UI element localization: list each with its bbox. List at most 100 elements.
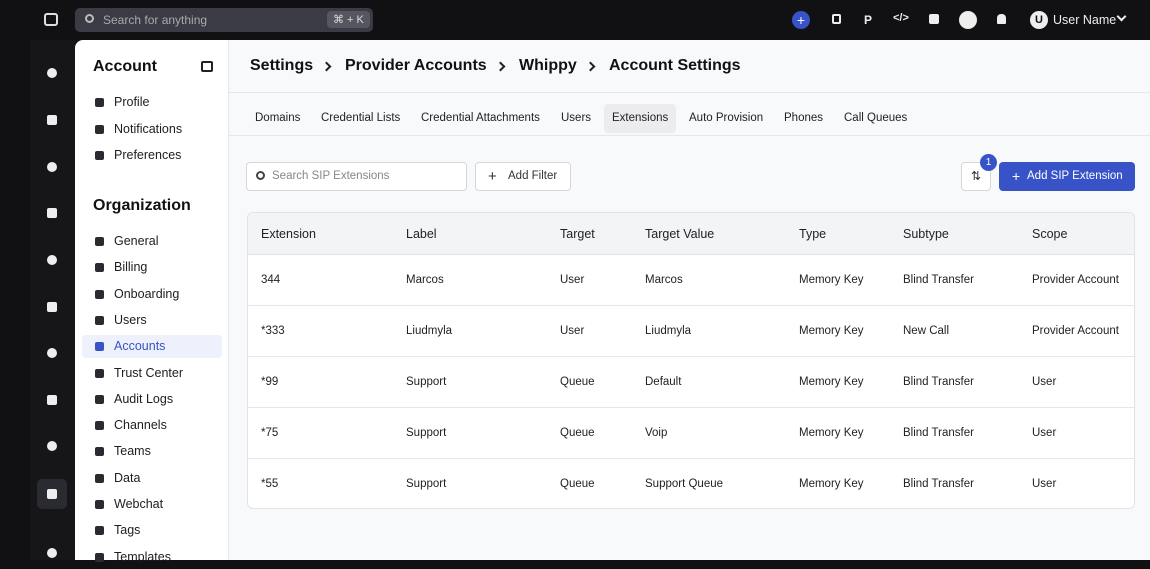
add-filter-label: Add Filter <box>508 170 558 182</box>
nav-icon <box>95 315 104 325</box>
rail-icon[interactable] <box>47 302 57 312</box>
nav-item[interactable]: Trust Center <box>82 362 222 385</box>
collapse-sidebar[interactable] <box>201 61 213 72</box>
rail-icon[interactable] <box>47 441 57 451</box>
rail-icon[interactable] <box>47 395 57 405</box>
nav-item[interactable]: Preferences <box>82 144 222 167</box>
search-placeholder: Search SIP Extensions <box>272 170 390 182</box>
add-sip-extension[interactable]: + Add SIP Extension <box>999 162 1135 191</box>
nav-item[interactable]: Channels <box>82 414 222 437</box>
nav-item[interactable]: Audit Logs <box>82 388 222 411</box>
rail-icon[interactable] <box>47 255 57 265</box>
nav-item[interactable]: Users <box>82 309 222 332</box>
extensions-button[interactable] <box>929 14 939 24</box>
nav-label: Templates <box>114 549 171 564</box>
nav-item[interactable]: Onboarding <box>82 283 222 306</box>
tab[interactable]: Users <box>561 112 592 124</box>
table-row[interactable] <box>248 408 1134 459</box>
p-button[interactable]: P <box>864 13 873 27</box>
rail-icon[interactable] <box>47 548 57 558</box>
tab[interactable]: Domains <box>255 112 301 124</box>
table-row[interactable] <box>248 255 1134 306</box>
nav-icon <box>95 500 104 509</box>
tab[interactable]: Extensions <box>604 104 677 133</box>
tab[interactable]: Auto Provision <box>689 112 764 124</box>
tab[interactable]: Call Queues <box>844 112 908 124</box>
nav-item[interactable]: Teams <box>82 440 222 463</box>
org-button[interactable] <box>959 11 977 29</box>
nav-item[interactable]: Tags <box>82 519 222 542</box>
table-cell: Support <box>406 376 447 388</box>
phone-button[interactable] <box>832 14 841 24</box>
nav-label: Billing <box>114 260 148 275</box>
global-search[interactable]: Search for anything ⌘ + K <box>75 8 373 32</box>
nav-label: Accounts <box>114 339 166 354</box>
nav-label: Users <box>114 312 147 327</box>
nav-icon <box>95 151 104 160</box>
table-cell: *99 <box>261 376 279 388</box>
rail-icon[interactable] <box>47 68 57 78</box>
table-cell: Blind Transfer <box>903 274 974 286</box>
nav-item[interactable]: Notifications <box>82 118 222 141</box>
table-cell: Support <box>406 427 447 439</box>
table-cell: Marcos <box>406 274 444 286</box>
nav-icon <box>95 237 104 246</box>
table-cell: Blind Transfer <box>903 376 974 388</box>
notifications-button[interactable] <box>997 14 1006 24</box>
add-filter[interactable]: + Add Filter <box>475 162 571 191</box>
breadcrumb-item[interactable]: Whippy <box>519 57 577 74</box>
table-row[interactable] <box>248 306 1134 357</box>
dev-button[interactable]: </> <box>893 12 909 24</box>
nav-label: Data <box>114 470 141 485</box>
table-cell: Marcos <box>645 274 683 286</box>
rail-icon[interactable] <box>47 489 57 499</box>
table-row[interactable] <box>248 357 1134 408</box>
create-button[interactable]: + <box>792 11 810 29</box>
nav-label: Tags <box>114 523 141 538</box>
breadcrumb-separator <box>321 61 332 72</box>
nav-item[interactable]: Data <box>82 467 222 490</box>
extensions-table: Extension Label Target Target Value Type Subt… <box>247 212 1135 509</box>
nav-icon <box>95 368 104 378</box>
breadcrumb-item: Account Settings <box>609 57 741 74</box>
plus-icon: + <box>488 168 497 185</box>
breadcrumb-item[interactable]: Settings <box>250 57 314 74</box>
nav-icon <box>95 447 104 457</box>
table-cell: Blind Transfer <box>903 478 974 490</box>
rail-icon[interactable] <box>47 348 57 358</box>
avatar[interactable]: U <box>1030 11 1048 29</box>
sip-search[interactable]: Search SIP Extensions <box>246 162 467 191</box>
table-cell: Liudmyla <box>406 325 453 337</box>
nav-label: Webchat <box>114 497 164 511</box>
nav-item[interactable]: Templates <box>82 546 222 569</box>
table-cell: Memory Key <box>799 274 864 286</box>
table-cell: Provider Account <box>1032 325 1119 337</box>
nav-item[interactable]: Webchat <box>82 493 222 516</box>
nav-label: General <box>114 234 159 248</box>
table-cell: User <box>560 325 585 337</box>
tab[interactable]: Credential Attachments <box>421 112 540 124</box>
nav-item[interactable]: Profile <box>82 91 222 114</box>
user-name[interactable]: User Name <box>1053 13 1117 27</box>
rail-icon[interactable] <box>47 115 57 125</box>
nav-item[interactable]: General <box>82 230 222 253</box>
column-header: Type <box>799 227 827 241</box>
breadcrumb-item[interactable]: Provider Accounts <box>345 57 487 74</box>
table-cell: Queue <box>560 478 595 490</box>
nav-icon <box>95 263 104 273</box>
table-cell: Memory Key <box>799 427 864 439</box>
nav-label: Onboarding <box>114 286 180 301</box>
nav-item[interactable]: Accounts <box>82 335 222 359</box>
rail-icon[interactable] <box>47 208 57 218</box>
table-cell: Blind Transfer <box>903 427 974 439</box>
tab[interactable]: Credential Lists <box>321 112 401 124</box>
sidebar-toggle[interactable] <box>44 13 58 26</box>
table-cell: User <box>1032 478 1057 490</box>
rail-icon[interactable] <box>47 162 57 172</box>
tab[interactable]: Phones <box>784 112 824 124</box>
table-cell: Provider Account <box>1032 274 1119 286</box>
nav-item[interactable]: Billing <box>82 256 222 279</box>
nav-label: Teams <box>114 444 151 459</box>
column-header: Target Value <box>645 227 715 241</box>
add-button-label: Add SIP Extension <box>1027 170 1123 182</box>
